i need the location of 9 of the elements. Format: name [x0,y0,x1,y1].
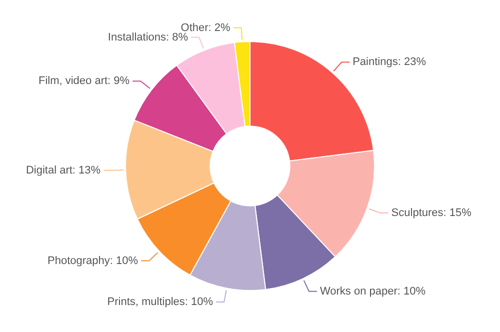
slice-label: Other: 2% [180,22,231,34]
slice-label: Installations: 8% [108,31,188,44]
slice-label: Digital art: 13% [26,164,101,176]
slice-label: Photography: 10% [48,254,138,267]
slice-label: Film, video art: 9% [38,75,130,88]
slice-label: Prints, multiples: 10% [107,296,214,308]
slice-label: Paintings: 23% [352,56,426,68]
slice-label: Sculptures: 15% [391,206,472,219]
slice-label: Works on paper: 10% [320,285,426,298]
